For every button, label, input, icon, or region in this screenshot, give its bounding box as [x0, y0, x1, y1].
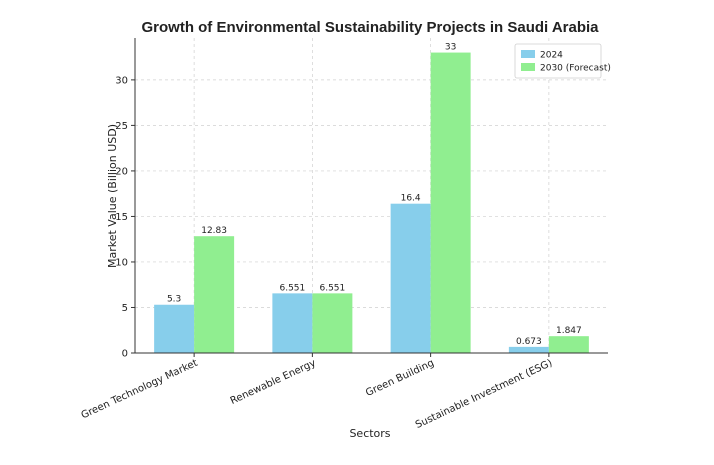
x-tick-label: Sustainable Investment (ESG) — [414, 358, 554, 431]
bar-value-label: 12.83 — [201, 226, 227, 236]
bar — [548, 336, 589, 353]
legend: 2024 2030 (Forecast) — [514, 43, 611, 79]
legend-swatch — [521, 63, 535, 71]
y-tick-label: 5 — [122, 303, 128, 314]
chart-title: Growth of Environmental Sustainability P… — [141, 19, 599, 36]
legend-swatch — [521, 50, 535, 58]
bar — [194, 236, 235, 353]
legend-label: 2030 (Forecast) — [540, 64, 611, 74]
y-tick-label: 15 — [115, 212, 128, 223]
legend-label: 2024 — [540, 51, 563, 61]
bar-value-label: 1.847 — [556, 326, 582, 336]
legend-box — [514, 43, 602, 79]
bar — [272, 293, 313, 353]
y-tick-label: 10 — [115, 257, 128, 268]
y-tick-label: 30 — [115, 75, 128, 86]
bar — [430, 52, 471, 354]
bars-layer — [154, 52, 589, 354]
bar-value-label: 16.4 — [401, 194, 421, 204]
bar — [312, 293, 353, 353]
x-axis-label: Sectors — [349, 427, 390, 440]
y-tick-label: 25 — [115, 121, 128, 132]
x-tick-label: Green Technology Market — [80, 358, 200, 422]
axes-layer — [131, 38, 608, 357]
x-tick-label: Renewable Energy — [229, 358, 318, 407]
y-tick-label: 20 — [115, 166, 128, 177]
x-tick-label: Green Building — [364, 358, 436, 399]
bar-value-label: 6.551 — [279, 283, 305, 293]
bar-value-label: 0.673 — [516, 337, 542, 347]
bar — [508, 346, 549, 353]
bar — [154, 304, 195, 353]
bar-value-label: 5.3 — [167, 295, 181, 305]
bar-value-label: 6.551 — [319, 283, 345, 293]
y-axis-label: Market Value (Billion USD) — [106, 124, 119, 268]
labels-layer: 0 5 10 15 20 25 30 5.3 12.83 Green Technology Mar… — [80, 43, 582, 431]
bar — [390, 203, 431, 353]
y-tick-label: 0 — [122, 349, 128, 360]
bar-value-label: 33 — [445, 43, 456, 53]
